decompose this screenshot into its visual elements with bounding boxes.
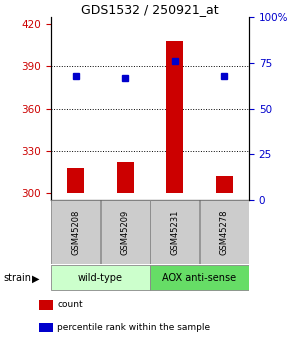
Text: wild-type: wild-type	[78, 273, 123, 283]
Text: count: count	[57, 300, 82, 309]
Bar	[117, 162, 134, 193]
Bar	[200, 200, 248, 264]
Bar	[151, 265, 248, 290]
Bar	[52, 200, 100, 264]
Text: ▶: ▶	[32, 274, 39, 283]
Text: GSM45278: GSM45278	[220, 209, 229, 255]
Bar	[101, 200, 149, 264]
Bar	[52, 265, 149, 290]
Bar	[67, 168, 84, 193]
Title: GDS1532 / 250921_at: GDS1532 / 250921_at	[81, 3, 219, 16]
Bar	[166, 41, 183, 193]
Text: percentile rank within the sample: percentile rank within the sample	[57, 323, 210, 332]
Text: GSM45231: GSM45231	[170, 209, 179, 255]
Text: AOX anti-sense: AOX anti-sense	[162, 273, 237, 283]
Text: strain: strain	[3, 273, 31, 283]
Bar	[151, 200, 199, 264]
Bar	[216, 176, 233, 193]
Text: GSM45208: GSM45208	[71, 209, 80, 255]
Text: GSM45209: GSM45209	[121, 209, 130, 255]
